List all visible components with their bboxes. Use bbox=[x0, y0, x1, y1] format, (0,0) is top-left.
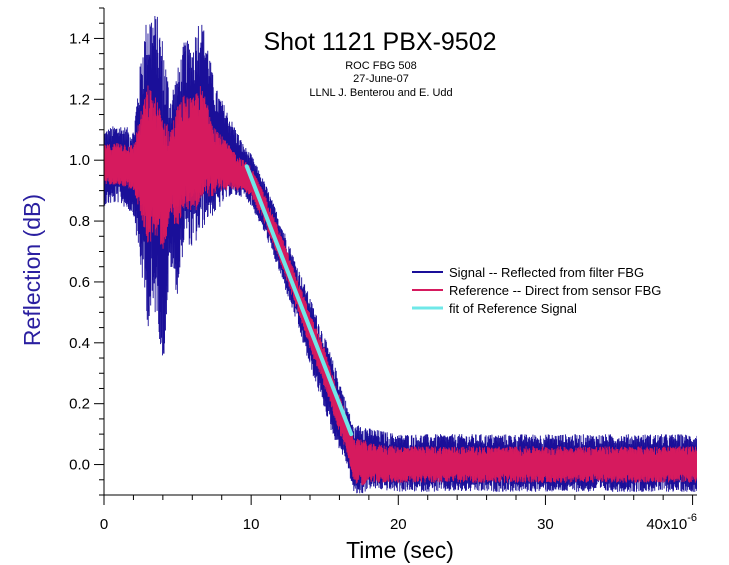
x-tick-label: 10 bbox=[243, 516, 260, 533]
x-tick-label: 20 bbox=[390, 516, 407, 533]
legend-label-signal: Signal -- Reflected from filter FBG bbox=[449, 265, 644, 280]
chart-subtitle-line-3: LLNL J. Benterou and E. Udd bbox=[309, 87, 452, 99]
y-tick-label: 1.4 bbox=[69, 30, 90, 47]
legend-label-reference: Reference -- Direct from sensor FBG bbox=[449, 283, 661, 298]
x-axis-multiplier: x10-6 bbox=[663, 512, 697, 533]
y-tick-label: 0.6 bbox=[69, 274, 90, 291]
y-tick-label: 1.2 bbox=[69, 91, 90, 108]
chart-subtitle-line-1: ROC FBG 508 bbox=[345, 60, 417, 72]
y-axis-label: Reflection (dB) bbox=[19, 194, 45, 346]
chart-title: Shot 1121 PBX-9502 bbox=[263, 28, 496, 56]
x-axis-multiplier-base: x10 bbox=[663, 516, 687, 533]
x-tick-label: 30 bbox=[537, 516, 554, 533]
series-layer bbox=[104, 16, 697, 494]
y-tick-label: 0.0 bbox=[69, 457, 90, 474]
x-axis-label: Time (sec) bbox=[346, 537, 454, 563]
x-tick-label: 40 bbox=[646, 516, 663, 533]
chart-subtitle-line-2: 27-June-07 bbox=[353, 73, 409, 85]
legend: Signal -- Reflected from filter FBG Refe… bbox=[412, 265, 661, 316]
x-axis-multiplier-exp: -6 bbox=[687, 512, 697, 524]
y-tick-label: 0.4 bbox=[69, 335, 90, 352]
y-tick-label: 1.0 bbox=[69, 152, 90, 169]
x-tick-label: 0 bbox=[100, 516, 108, 533]
y-tick-label: 0.2 bbox=[69, 396, 90, 413]
y-tick-label: 0.8 bbox=[69, 213, 90, 230]
y-ticks: 0.0 0.2 0.4 0.6 0.8 1.0 1.2 1.4 bbox=[69, 7, 104, 496]
signal-series-line bbox=[104, 16, 697, 494]
legend-label-fit: fit of Reference Signal bbox=[449, 301, 577, 316]
fit-series-line bbox=[244, 164, 354, 437]
x-ticks: 0 10 20 30 40 bbox=[100, 495, 694, 533]
reference-series-line bbox=[104, 85, 697, 486]
